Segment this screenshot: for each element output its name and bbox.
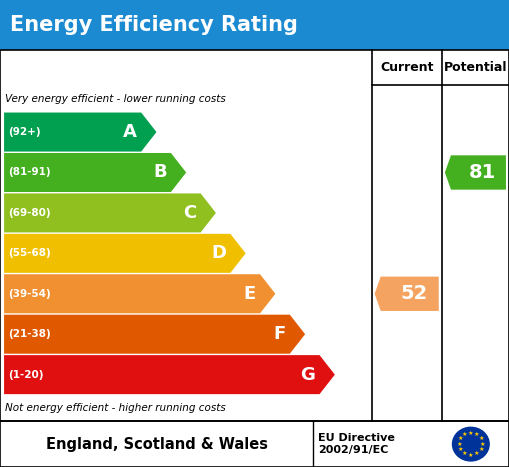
Text: EU Directive
2002/91/EC: EU Directive 2002/91/EC xyxy=(318,433,395,455)
Text: C: C xyxy=(183,204,196,222)
Text: G: G xyxy=(301,366,316,383)
Text: Potential: Potential xyxy=(444,62,507,74)
Text: ★: ★ xyxy=(458,447,463,452)
Text: ★: ★ xyxy=(462,432,468,437)
Text: England, Scotland & Wales: England, Scotland & Wales xyxy=(45,437,268,452)
Text: 81: 81 xyxy=(469,163,496,182)
Bar xyxy=(0,50,509,421)
Text: (55-68): (55-68) xyxy=(8,248,51,258)
Text: ★: ★ xyxy=(478,436,484,441)
Polygon shape xyxy=(4,234,246,273)
Text: F: F xyxy=(273,325,286,343)
Text: ★: ★ xyxy=(468,431,474,436)
Text: ★: ★ xyxy=(478,447,484,452)
Text: (1-20): (1-20) xyxy=(8,370,44,380)
Text: E: E xyxy=(244,285,256,303)
Text: Energy Efficiency Rating: Energy Efficiency Rating xyxy=(10,15,298,35)
Text: (39-54): (39-54) xyxy=(8,289,51,299)
Polygon shape xyxy=(4,274,275,313)
Text: 52: 52 xyxy=(400,284,428,303)
Text: B: B xyxy=(153,163,167,182)
Circle shape xyxy=(453,427,489,461)
Text: A: A xyxy=(123,123,137,141)
Polygon shape xyxy=(445,156,506,190)
Polygon shape xyxy=(375,276,439,311)
Text: ★: ★ xyxy=(474,432,479,437)
Text: (69-80): (69-80) xyxy=(8,208,51,218)
Text: D: D xyxy=(211,244,227,262)
Text: ★: ★ xyxy=(474,451,479,456)
Text: ★: ★ xyxy=(458,436,463,441)
Polygon shape xyxy=(4,315,305,354)
Bar xyxy=(0,421,509,467)
Polygon shape xyxy=(4,193,216,233)
Polygon shape xyxy=(4,355,335,394)
Text: Not energy efficient - higher running costs: Not energy efficient - higher running co… xyxy=(5,403,226,413)
Text: (92+): (92+) xyxy=(8,127,41,137)
Text: ★: ★ xyxy=(456,442,462,446)
Bar xyxy=(0,0,509,50)
Text: Very energy efficient - lower running costs: Very energy efficient - lower running co… xyxy=(5,94,226,104)
Text: (81-91): (81-91) xyxy=(8,168,51,177)
Polygon shape xyxy=(4,113,156,152)
Text: (21-38): (21-38) xyxy=(8,329,51,339)
Text: ★: ★ xyxy=(462,451,468,456)
Text: ★: ★ xyxy=(468,453,474,458)
Polygon shape xyxy=(4,153,186,192)
Text: Current: Current xyxy=(380,62,434,74)
Text: ★: ★ xyxy=(480,442,486,446)
